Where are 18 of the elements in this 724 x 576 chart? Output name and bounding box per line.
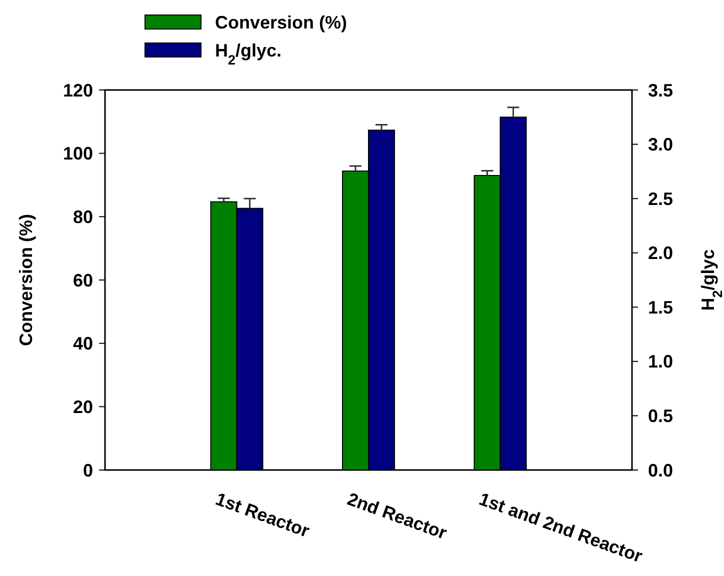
legend-label: H$_{2}$/glyc.	[215, 40, 282, 67]
y-axis-title: Conversion (%)	[16, 214, 36, 346]
y2-tick-label: 3.0	[648, 134, 674, 155]
y-tick-label: 40	[72, 334, 93, 354]
y-tick-label: 120	[62, 80, 93, 100]
y2-tick-label: 1.0	[648, 352, 674, 372]
y2-tick-label: 0.0	[648, 460, 674, 480]
y2-tick-label: 0.5	[648, 406, 674, 426]
y-tick-label: 100	[62, 144, 93, 164]
y-tick-label: 60	[72, 270, 93, 290]
y-tick-label: 80	[72, 206, 93, 227]
legend-label: Conversion (%)	[215, 12, 348, 32]
y2-tick-label: 2.0	[648, 243, 674, 264]
y2-tick-label: 1.5	[648, 297, 674, 318]
y-tick-label: 0	[82, 460, 93, 480]
y2-tick-label: 3.5	[648, 80, 674, 100]
y-tick-label: 20	[72, 396, 93, 417]
y2-tick-label: 2.5	[648, 188, 674, 209]
